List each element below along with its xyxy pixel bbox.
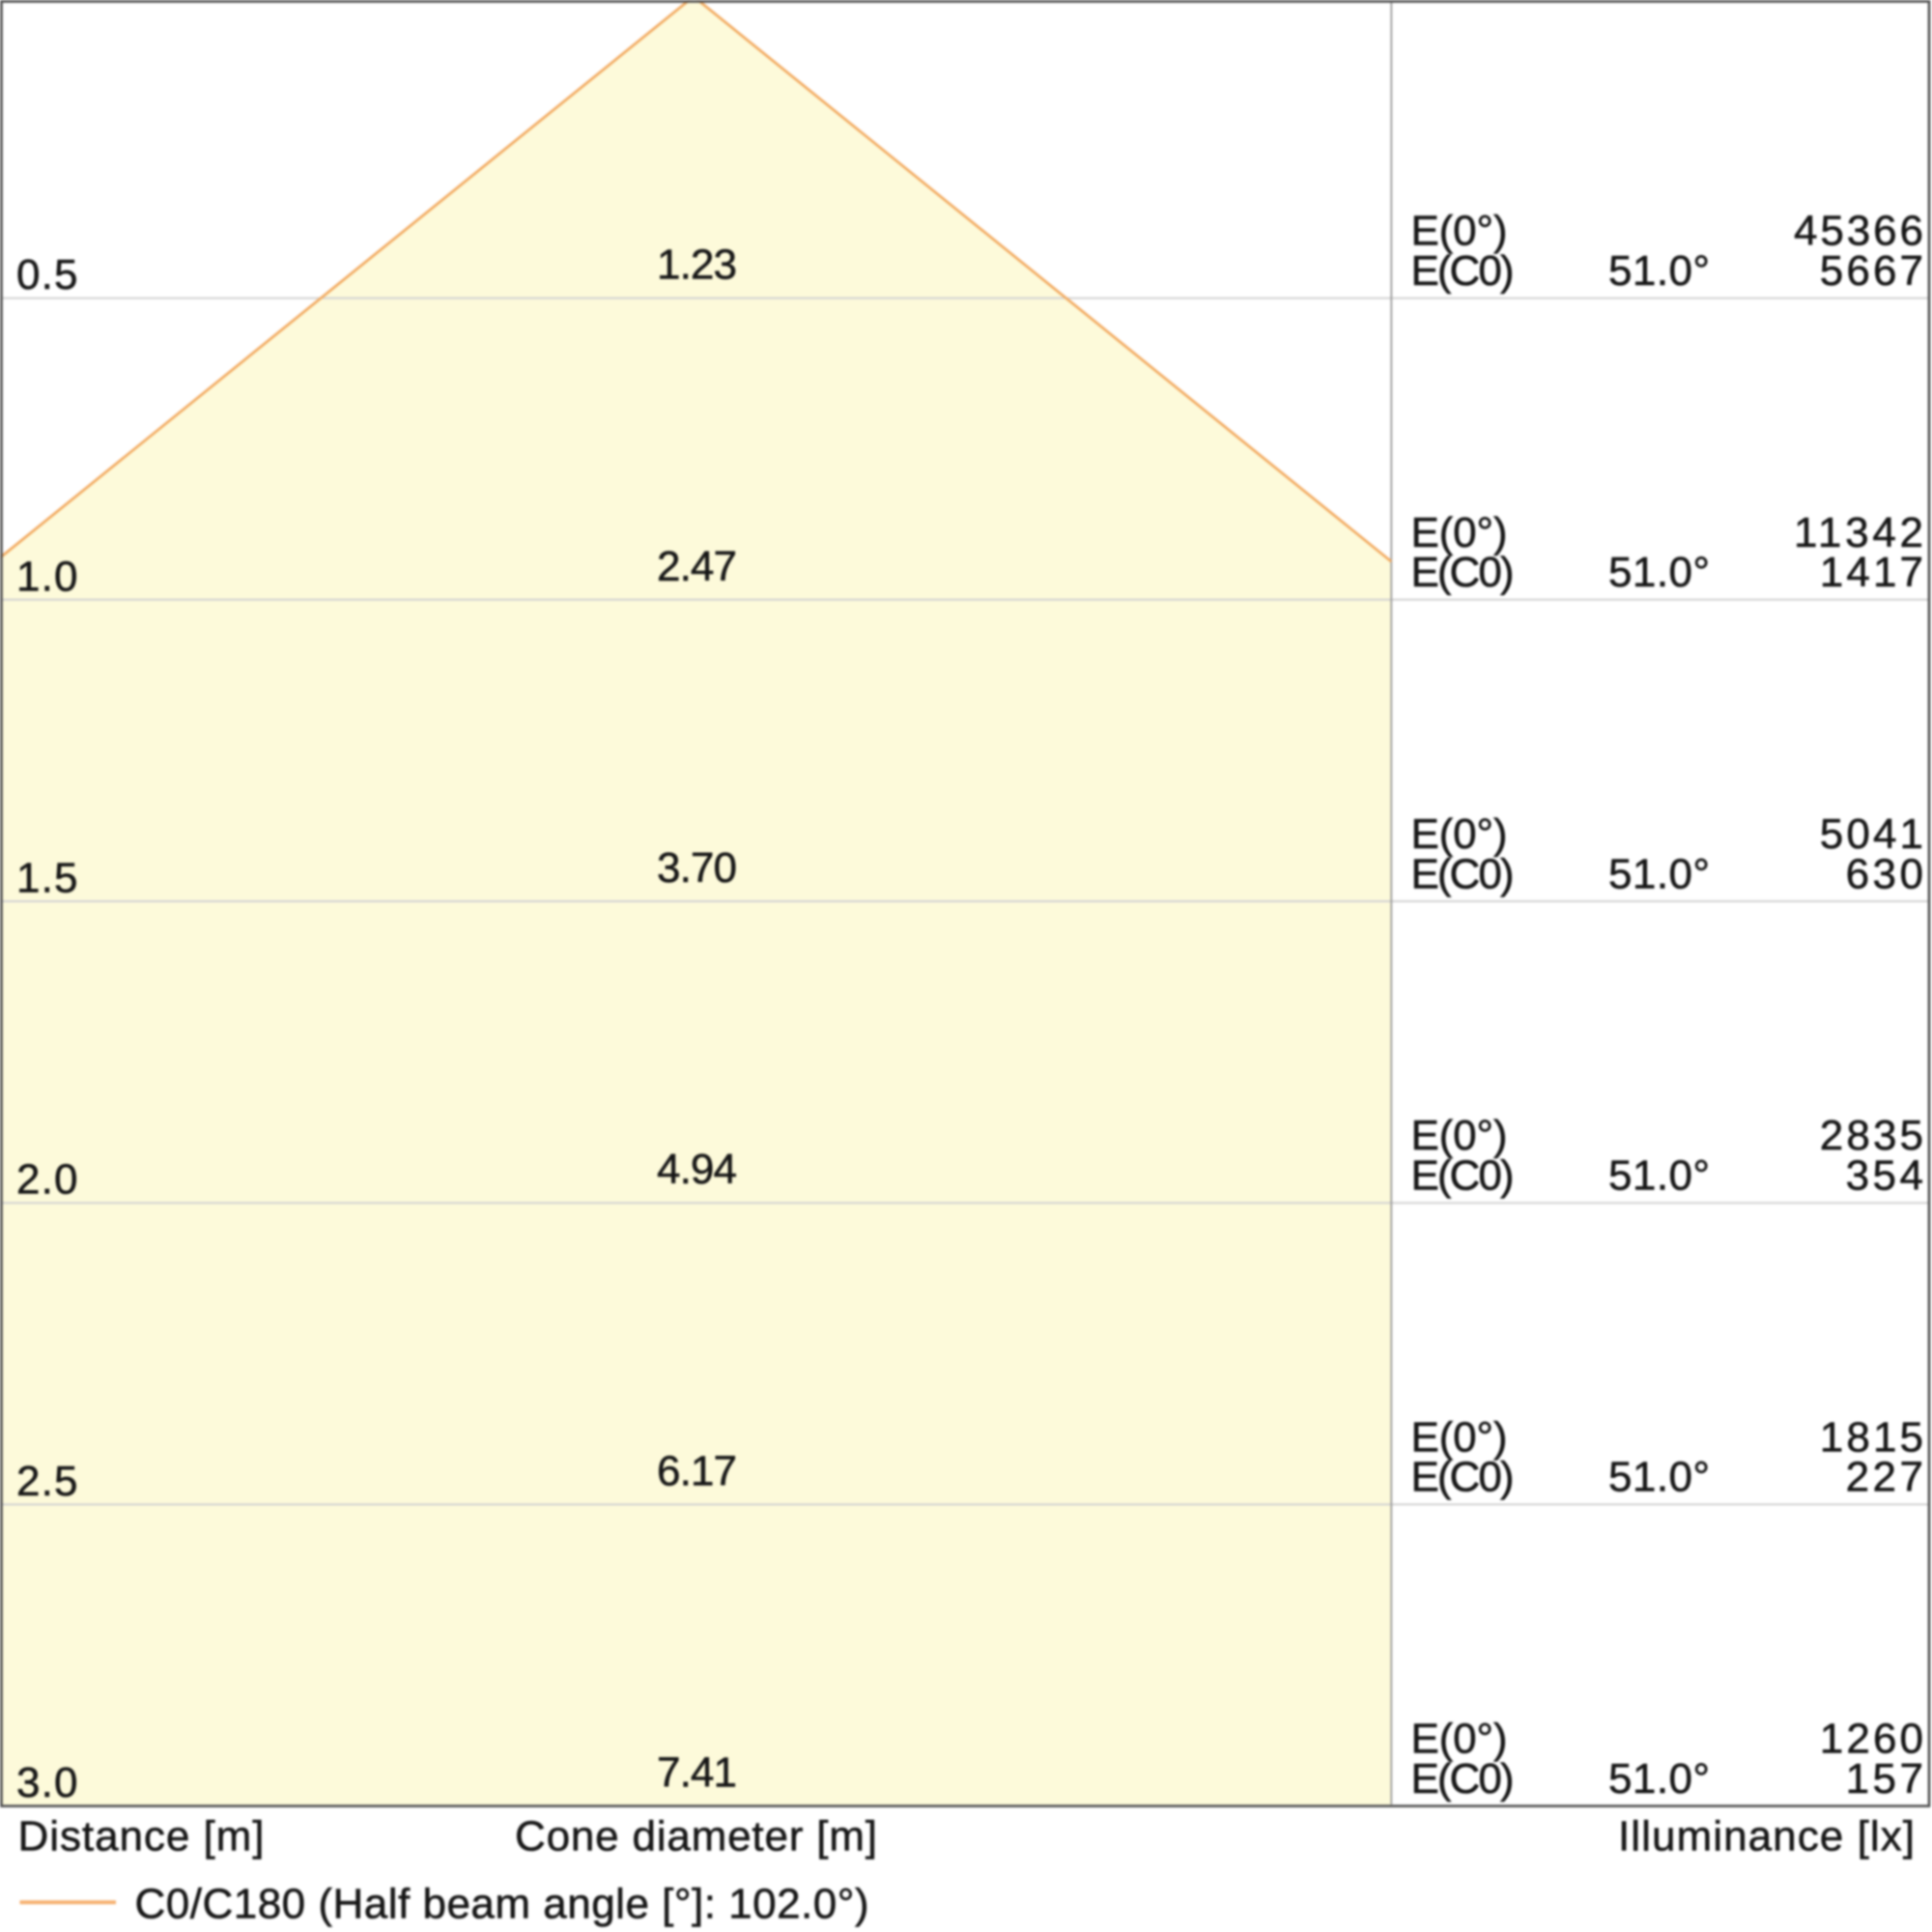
svg-text:227: 227 — [1846, 1454, 1923, 1501]
svg-text:E(0°): E(0°) — [1411, 1716, 1508, 1763]
svg-text:E(C0): E(C0) — [1411, 247, 1515, 295]
svg-text:Cone diameter [m]: Cone diameter [m] — [515, 1813, 877, 1861]
svg-text:51.0°: 51.0° — [1608, 549, 1710, 596]
svg-text:2.0: 2.0 — [16, 1156, 78, 1204]
svg-text:0.5: 0.5 — [16, 251, 78, 298]
svg-text:2.5: 2.5 — [16, 1458, 78, 1505]
svg-text:E(C0): E(C0) — [1411, 549, 1515, 596]
svg-text:6.17: 6.17 — [657, 1447, 737, 1494]
svg-text:E(C0): E(C0) — [1411, 1152, 1515, 1200]
svg-text:C0/C180 (Half beam angle [°]:: C0/C180 (Half beam angle [°]: 102.0°) — [135, 1881, 869, 1928]
svg-text:2.47: 2.47 — [657, 543, 737, 590]
svg-text:E(0°): E(0°) — [1411, 208, 1508, 255]
svg-text:E(0°): E(0°) — [1411, 810, 1508, 858]
svg-text:51.0°: 51.0° — [1608, 1152, 1710, 1200]
svg-text:7.41: 7.41 — [657, 1749, 737, 1797]
svg-text:3.0: 3.0 — [16, 1759, 78, 1806]
svg-text:E(C0): E(C0) — [1411, 850, 1515, 897]
svg-text:E(C0): E(C0) — [1411, 1454, 1515, 1501]
svg-text:Distance [m]: Distance [m] — [18, 1813, 265, 1861]
svg-text:1.5: 1.5 — [16, 855, 78, 902]
svg-text:157: 157 — [1846, 1755, 1923, 1803]
svg-text:51.0°: 51.0° — [1608, 850, 1710, 897]
svg-text:4.94: 4.94 — [657, 1146, 737, 1193]
svg-text:E(0°): E(0°) — [1411, 1413, 1508, 1461]
svg-text:51.0°: 51.0° — [1608, 1454, 1710, 1501]
svg-text:51.0°: 51.0° — [1608, 1755, 1710, 1803]
svg-text:51.0°: 51.0° — [1608, 247, 1710, 295]
svg-text:354: 354 — [1846, 1152, 1923, 1200]
svg-text:E(0°): E(0°) — [1411, 509, 1508, 556]
svg-text:E(0°): E(0°) — [1411, 1112, 1508, 1159]
svg-text:Illuminance [lx]: Illuminance [lx] — [1618, 1813, 1915, 1861]
svg-text:1.0: 1.0 — [16, 553, 78, 600]
svg-text:3.70: 3.70 — [657, 844, 737, 892]
svg-text:1.23: 1.23 — [657, 242, 737, 289]
svg-text:45366: 45366 — [1794, 208, 1923, 255]
svg-text:E(C0): E(C0) — [1411, 1755, 1515, 1803]
svg-text:630: 630 — [1846, 850, 1923, 897]
